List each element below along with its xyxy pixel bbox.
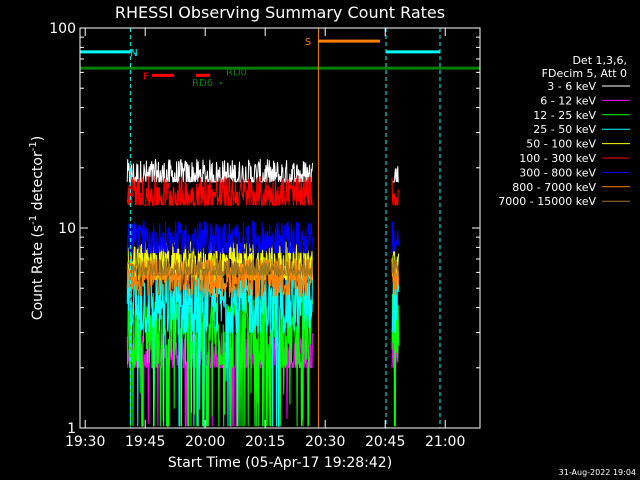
annotation-rd6: RD6 — [192, 78, 213, 89]
flag-label: S — [305, 37, 311, 48]
flag-layer: N S F RD0 RD6 — [80, 37, 480, 89]
data-layer — [126, 158, 400, 428]
series-line — [391, 269, 400, 333]
footer-date: 31-Aug-2022 19:04 — [559, 468, 636, 477]
series-line — [391, 221, 400, 254]
x-tick-label: 21:00 — [425, 434, 465, 450]
axes-layer: 19:30 19:45 20:00 20:15 20:30 20:45 21:00 1 10 10… — [49, 21, 481, 450]
series-300-800-kev — [126, 220, 400, 255]
legend-header-line: FDecim 5, Att 0 — [542, 67, 627, 80]
y-tick-label: 100 — [49, 21, 76, 37]
series-line — [126, 220, 313, 255]
flag-label: N — [130, 48, 137, 59]
series-line — [391, 258, 400, 276]
x-tick-label: 20:30 — [305, 434, 345, 450]
x-tick-label: 20:00 — [185, 434, 225, 450]
flag-label: F — [143, 71, 149, 82]
legend-entry-label: 300 - 800 keV — [519, 166, 596, 179]
annotation-rd0: RD0 — [226, 67, 247, 78]
series-line — [126, 175, 313, 207]
series-line — [392, 166, 399, 183]
flag-n: N — [80, 48, 440, 59]
series-line — [391, 292, 400, 427]
legend-entry-label: 50 - 100 keV — [526, 138, 596, 151]
series-line — [126, 257, 313, 278]
series-line — [391, 177, 400, 206]
legend-entry-label: 25 - 50 keV — [533, 123, 596, 136]
x-tick-label: 20:15 — [245, 434, 285, 450]
y-axis-label: Count Rate (s-1 detector-1) — [28, 136, 46, 320]
legend-entry-label: 6 - 12 keV — [540, 94, 596, 107]
legend-entry-label: 7000 - 15000 keV — [498, 195, 596, 208]
legend-entry-label: 12 - 25 keV — [533, 109, 596, 122]
series-3-6-kev — [126, 158, 399, 184]
y-tick-label: 10 — [58, 221, 76, 237]
legend-entry-label: 3 - 6 keV — [547, 80, 596, 93]
rd-marker — [219, 82, 222, 85]
chart-title: RHESSI Observing Summary Count Rates — [115, 3, 445, 22]
series-7000-15000-kev — [126, 257, 400, 278]
flag-f: F — [143, 71, 210, 82]
y-tick-label: 1 — [67, 421, 76, 437]
series-line — [126, 158, 313, 184]
legend-entry-label: 100 - 300 keV — [519, 152, 596, 165]
x-tick-label: 19:30 — [65, 434, 105, 450]
x-tick-label: 19:45 — [125, 434, 165, 450]
legend-header-line: Det 1,3,6, — [572, 54, 627, 67]
series-100-300-kev — [126, 175, 400, 207]
x-tick-label: 20:45 — [365, 434, 405, 450]
x-axis-label: Start Time (05-Apr-17 19:28:42) — [168, 455, 392, 471]
flag-s: S — [305, 37, 380, 48]
legend-entry-label: 800 - 7000 keV — [512, 181, 596, 194]
